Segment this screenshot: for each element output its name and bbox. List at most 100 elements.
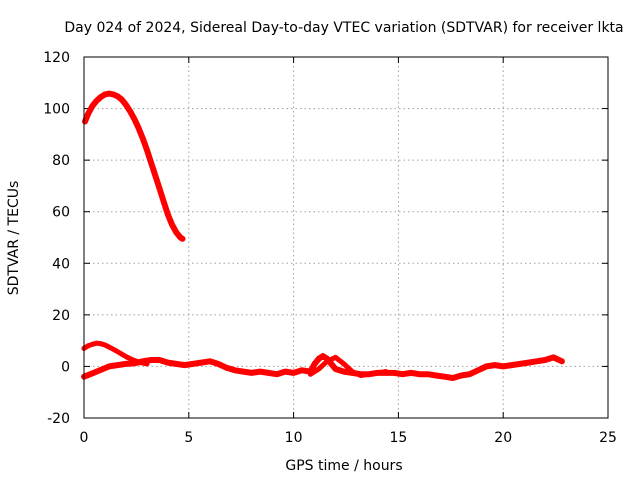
data-point	[274, 371, 280, 377]
data-point	[509, 362, 515, 368]
y-tick-label: 100	[43, 102, 70, 118]
x-tick-label: 15	[389, 430, 407, 446]
y-tick-label: -20	[47, 411, 70, 427]
chart-grid	[84, 57, 608, 418]
data-point	[374, 370, 380, 376]
data-point	[173, 361, 179, 367]
data-point	[94, 98, 100, 104]
plot-frame	[83, 56, 609, 419]
data-point	[152, 173, 158, 179]
data-point	[391, 370, 397, 376]
data-point	[349, 369, 355, 375]
data-point	[94, 340, 100, 346]
data-point	[257, 369, 263, 375]
data-point	[173, 229, 179, 235]
data-point	[425, 371, 431, 377]
series-layer	[81, 90, 565, 381]
data-point	[475, 367, 481, 373]
data-point	[112, 347, 118, 353]
data-point	[333, 366, 338, 372]
data-point	[140, 358, 146, 364]
data-point	[157, 186, 162, 191]
series-line-mid-loop	[307, 354, 389, 378]
data-point	[102, 342, 108, 348]
data-point	[110, 91, 116, 97]
data-point	[408, 370, 414, 376]
data-point	[467, 371, 473, 377]
data-point	[157, 357, 162, 363]
data-point	[316, 356, 322, 362]
data-point	[442, 374, 447, 380]
data-point	[119, 351, 125, 357]
data-point	[316, 366, 322, 372]
x-tick-label: 20	[494, 430, 512, 446]
data-point	[249, 370, 255, 376]
data-point	[89, 341, 95, 347]
x-axis-label: GPS time / hours	[285, 458, 402, 474]
chart-title: Day 024 of 2024, Sidereal Day-to-day VTE…	[64, 20, 623, 36]
data-point	[517, 361, 523, 367]
y-tick-label: 120	[43, 50, 70, 66]
data-point	[224, 365, 229, 371]
y-tick-label: 60	[52, 205, 70, 221]
data-point	[148, 160, 154, 166]
data-point	[85, 343, 91, 349]
data-point	[148, 357, 154, 363]
data-point	[232, 367, 238, 373]
y-tick-label: 80	[52, 153, 70, 169]
data-point	[131, 116, 137, 122]
data-point	[324, 358, 330, 364]
data-point	[433, 373, 439, 378]
data-point	[215, 361, 221, 367]
data-point	[106, 91, 112, 97]
data-point	[89, 103, 95, 109]
data-point	[98, 341, 104, 347]
data-point	[341, 361, 347, 367]
data-point	[87, 371, 93, 377]
data-point	[559, 358, 565, 364]
data-point	[119, 97, 125, 102]
data-point	[299, 367, 305, 373]
data-point	[312, 361, 318, 367]
data-point	[102, 91, 108, 97]
data-point	[500, 363, 506, 369]
data-point	[169, 222, 175, 228]
data-point	[123, 102, 129, 108]
data-point	[492, 362, 498, 368]
x-tick-label: 5	[184, 430, 193, 446]
data-point	[450, 375, 456, 381]
data-point	[98, 94, 104, 100]
data-point	[161, 198, 167, 204]
data-point	[207, 358, 213, 364]
y-axis-label: SDTVAR / TECUs	[6, 181, 22, 296]
data-point	[140, 135, 146, 141]
data-point	[165, 211, 171, 217]
data-point	[182, 362, 188, 368]
axis-tick-labels: 0 5 10 15 20 25 -20 0 20 40 60 80 100 120	[43, 50, 617, 446]
data-point	[551, 354, 556, 360]
data-point	[115, 362, 120, 368]
data-point	[358, 373, 364, 378]
x-tick-label: 25	[599, 430, 617, 446]
data-point	[127, 108, 133, 114]
data-point	[94, 369, 100, 375]
x-tick-label: 0	[80, 430, 89, 446]
data-point	[458, 373, 464, 378]
data-point	[106, 344, 112, 350]
data-point	[534, 358, 540, 364]
data-point	[282, 369, 288, 375]
data-point	[416, 371, 422, 377]
y-tick-label: 20	[52, 308, 70, 324]
data-point	[333, 354, 338, 360]
data-point	[198, 360, 204, 366]
data-point	[291, 370, 297, 376]
data-point	[483, 363, 489, 369]
data-point	[190, 361, 196, 367]
data-point	[341, 369, 347, 375]
data-point	[400, 371, 406, 377]
y-tick-label: 40	[52, 256, 70, 272]
data-point	[123, 361, 129, 367]
data-point	[131, 360, 137, 366]
series-line-high-arc	[82, 90, 186, 242]
y-tick-label: 0	[61, 359, 70, 375]
